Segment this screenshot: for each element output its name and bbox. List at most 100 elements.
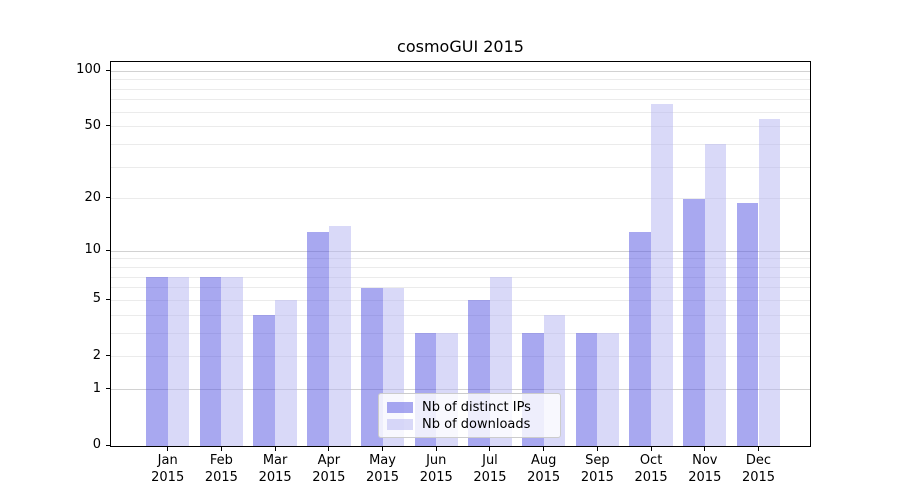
plot-area: Nb of distinct IPs Nb of downloads — [110, 61, 811, 447]
x-tick-year: 2015 — [634, 470, 668, 485]
y-tick-label: 10 — [84, 242, 101, 258]
x-tick-month: Feb — [209, 453, 233, 468]
x-tick-month: Mar — [262, 453, 288, 468]
x-tick — [435, 447, 437, 451]
x-tick-year: 2015 — [580, 470, 614, 485]
bar-nb-of-distinct-ips-nov — [683, 198, 705, 446]
x-tick-month: Apr — [317, 453, 341, 468]
x-tick — [543, 447, 545, 451]
bar-nb-of-distinct-ips-oct — [629, 231, 652, 446]
bar-nb-of-downloads-apr — [328, 226, 351, 446]
gridline-minor — [111, 258, 810, 260]
gridline-minor — [111, 166, 810, 168]
x-tick-label: Feb 2015 — [194, 452, 248, 486]
legend-label-distinct-ips: Nb of distinct IPs — [422, 399, 531, 415]
y-tick-label: 5 — [92, 291, 101, 307]
x-tick-year: 2015 — [688, 470, 722, 485]
bar-nb-of-downloads-jan — [167, 277, 190, 446]
x-tick-year: 2015 — [151, 470, 185, 485]
gridline-minor — [111, 126, 810, 128]
legend-label-downloads: Nb of downloads — [422, 416, 531, 432]
gridline-minor — [111, 79, 810, 81]
x-tick-year: 2015 — [204, 470, 238, 485]
gridline-minor — [111, 299, 810, 301]
gridline-minor — [111, 356, 810, 358]
y-tick — [106, 355, 110, 357]
y-tick-label: 100 — [76, 62, 101, 78]
x-tick-year: 2015 — [312, 470, 346, 485]
gridline-minor — [111, 88, 810, 90]
bar-nb-of-distinct-ips-feb — [199, 277, 222, 446]
bar-nb-of-distinct-ips-may — [360, 287, 383, 446]
gridline-minor — [111, 143, 810, 145]
x-tick — [704, 447, 706, 451]
x-tick-month: Dec — [745, 453, 772, 468]
x-tick-label: Mar 2015 — [248, 452, 302, 486]
x-tick — [220, 447, 222, 451]
x-tick — [758, 447, 759, 451]
y-tick — [106, 444, 110, 446]
x-tick-month: Jul — [482, 453, 498, 468]
y-tick-label: 0 — [92, 437, 101, 452]
chart-title: cosmoGUI 2015 — [397, 37, 524, 56]
x-tick-year: 2015 — [258, 470, 292, 485]
legend: Nb of distinct IPs Nb of downloads — [378, 393, 561, 438]
gridline-minor — [111, 99, 810, 101]
x-tick-year: 2015 — [741, 470, 776, 485]
gridline-minor — [111, 267, 810, 269]
x-tick-label: May 2015 — [356, 452, 410, 486]
legend-swatch-downloads — [387, 418, 413, 430]
gridline-major — [111, 389, 810, 391]
y-tick-label: 2 — [92, 347, 101, 363]
legend-entry-downloads: Nb of downloads — [387, 417, 552, 432]
x-tick-year: 2015 — [419, 470, 453, 485]
y-tick — [106, 249, 110, 251]
y-tick-label: 50 — [84, 117, 101, 133]
bar-nb-of-distinct-ips-apr — [307, 231, 329, 446]
x-tick — [274, 447, 276, 451]
bar-nb-of-distinct-ips-jan — [146, 277, 168, 446]
x-tick-label: Aug 2015 — [517, 452, 571, 486]
bar-nb-of-downloads-sep — [597, 333, 620, 446]
y-tick-label: 1 — [92, 380, 101, 396]
x-tick-label: Jan 2015 — [141, 452, 195, 486]
x-tick-month: Jan — [157, 453, 178, 468]
x-tick — [489, 447, 491, 451]
x-tick — [328, 447, 330, 451]
x-tick — [382, 447, 384, 451]
x-tick-month: Sep — [585, 453, 610, 468]
x-tick-label: Nov 2015 — [678, 452, 732, 486]
x-tick-label: Sep 2015 — [570, 452, 624, 486]
x-tick-label: Jun 2015 — [409, 452, 463, 486]
bar-nb-of-downloads-nov — [704, 144, 727, 446]
x-tick-month: Aug — [530, 453, 557, 468]
x-tick-year: 2015 — [473, 470, 507, 485]
bar-nb-of-distinct-ips-sep — [575, 333, 598, 446]
gridline-minor — [111, 287, 810, 289]
legend-swatch-distinct-ips — [387, 401, 413, 413]
x-tick-year: 2015 — [527, 470, 561, 485]
x-tick-label: Apr 2015 — [302, 452, 356, 486]
y-tick — [106, 125, 110, 127]
bar-nb-of-downloads-feb — [221, 277, 244, 446]
x-tick-month: May — [369, 453, 396, 468]
bar-nb-of-distinct-ips-mar — [253, 315, 276, 446]
bar-nb-of-downloads-dec — [758, 119, 781, 446]
x-tick-month: Nov — [692, 453, 718, 468]
y-tick — [106, 197, 110, 199]
y-tick — [106, 298, 110, 300]
gridline-minor — [111, 314, 810, 316]
y-tick-label: 20 — [84, 189, 101, 205]
y-tick — [106, 69, 110, 71]
x-tick-month: Jun — [426, 453, 447, 468]
gridline-major — [111, 250, 810, 252]
x-tick — [596, 447, 598, 451]
x-tick-label: Jul 2015 — [463, 452, 517, 486]
bar-nb-of-distinct-ips-dec — [736, 202, 759, 446]
y-tick — [106, 388, 110, 390]
bar-nb-of-downloads-oct — [651, 104, 673, 446]
bar-nb-of-downloads-mar — [275, 300, 297, 446]
gridline-minor — [111, 111, 810, 113]
x-tick — [167, 447, 169, 451]
